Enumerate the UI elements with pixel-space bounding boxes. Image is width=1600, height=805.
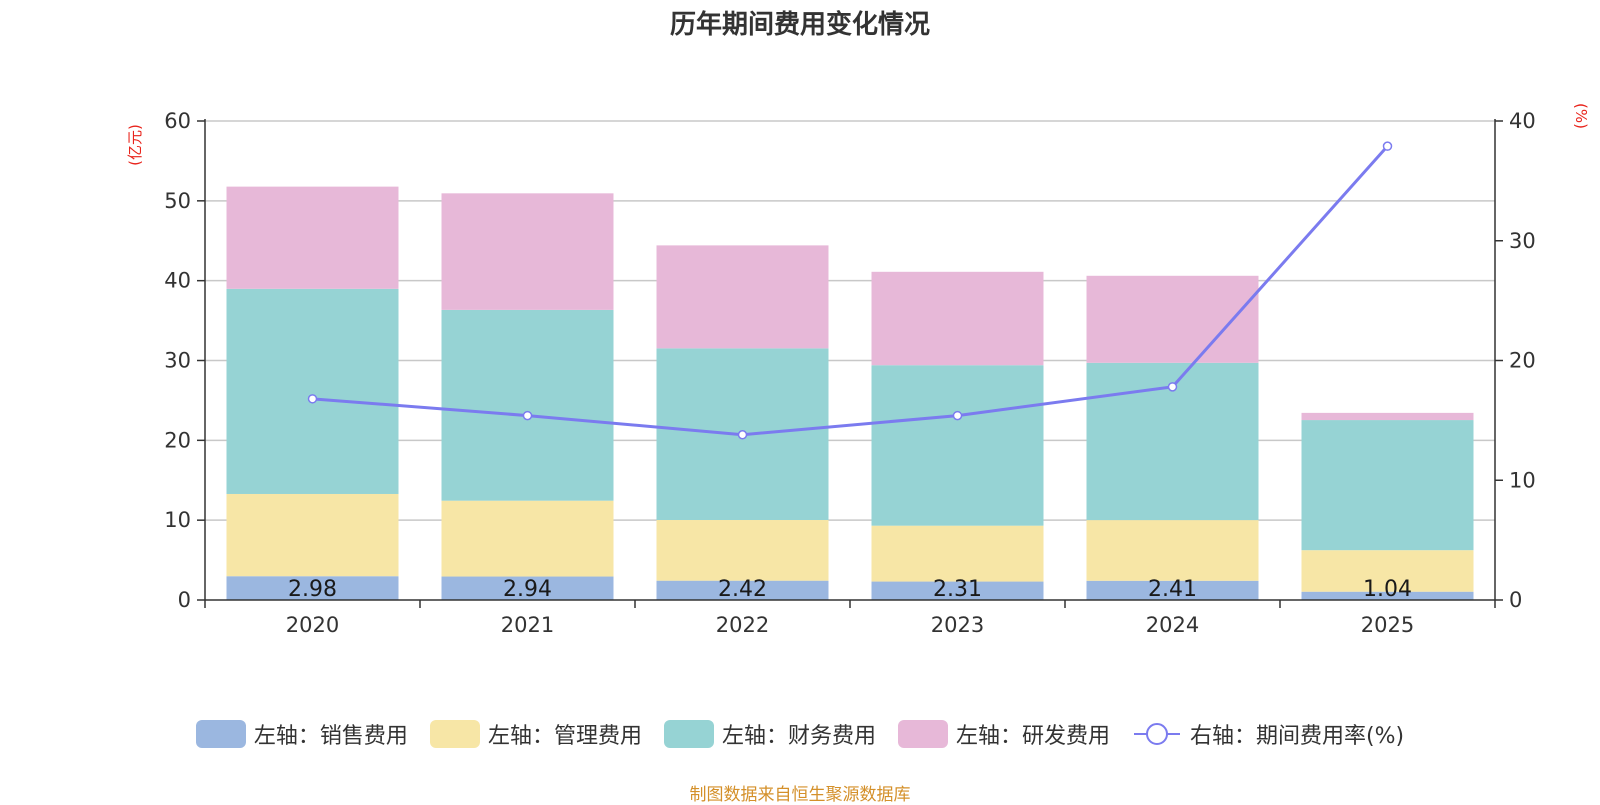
bar-2021-series-2 xyxy=(441,309,614,501)
bar-2023-series-0 xyxy=(871,581,1044,600)
bar-2023-series-1 xyxy=(871,525,1044,582)
left-axis-unit: (亿元) xyxy=(126,124,144,166)
bar-2022-series-3 xyxy=(656,245,829,349)
legend-item-admin[interactable]: 左轴：管理费用 xyxy=(429,718,642,750)
legend: 左轴：销售费用 左轴：管理费用 左轴：财务费用 左轴：研发费用 右轴：期间费用率… xyxy=(0,718,1600,750)
data-label-sales-2024: 2.41 xyxy=(1148,577,1197,602)
data-label-sales-2025: 1.04 xyxy=(1363,577,1412,602)
legend-label-rnd: 左轴：研发费用 xyxy=(955,724,1110,749)
right-axis-tick-label: 10 xyxy=(1509,468,1536,492)
bar-2021-series-0 xyxy=(441,576,614,600)
data-label-sales-2023: 2.31 xyxy=(933,577,982,602)
data-label-sales-2022: 2.42 xyxy=(718,577,767,602)
legend-swatch-sales xyxy=(195,720,246,748)
x-axis-tick-label: 2024 xyxy=(1146,613,1199,637)
data-label-sales-2020: 2.98 xyxy=(288,577,337,602)
bar-2024-series-0 xyxy=(1086,580,1259,600)
chart-title: 历年期间费用变化情况 xyxy=(669,10,930,40)
bar-2025-series-0 xyxy=(1301,591,1474,600)
right-axis-unit: (%) xyxy=(1572,103,1590,129)
bar-2025-series-3 xyxy=(1301,412,1474,421)
bar-2024-series-3 xyxy=(1086,275,1259,363)
bar-2020-series-0 xyxy=(226,576,399,600)
legend-swatch-rnd xyxy=(897,720,948,748)
left-axis-tick-label: 50 xyxy=(164,189,191,213)
legend-label-rate: 右轴：期间费用率(%) xyxy=(1189,724,1405,749)
rate-point-2020 xyxy=(307,394,318,404)
bar-2025-series-1 xyxy=(1301,550,1474,592)
left-axis-tick-label: 20 xyxy=(164,428,191,452)
left-axis-tick-label: 0 xyxy=(178,588,191,612)
bar-2022-series-1 xyxy=(656,520,829,581)
chart-canvas: 0 10 20 30 40 50 60 0 10 20 30 40 (亿元) (%) 2020 2021 202… xyxy=(126,103,1590,637)
x-axis-tick-label: 2020 xyxy=(286,613,339,637)
x-axis-tick-label: 2023 xyxy=(931,613,984,637)
rate-line xyxy=(312,145,1389,437)
rate-point-2021 xyxy=(522,410,533,421)
x-axis-tick-label: 2021 xyxy=(501,613,554,637)
legend-label-finance: 左轴：财务费用 xyxy=(721,724,876,749)
left-axis-tick-label: 10 xyxy=(164,508,191,532)
rate-point-2024 xyxy=(1167,382,1178,392)
x-axis-tick-label: 2022 xyxy=(716,613,769,637)
legend-label-admin: 左轴：管理费用 xyxy=(487,724,642,749)
bar-2022-series-0 xyxy=(656,580,829,600)
bar-2023-series-2 xyxy=(871,365,1044,526)
legend-item-finance[interactable]: 左轴：财务费用 xyxy=(663,718,876,750)
bar-2025-series-2 xyxy=(1301,420,1474,551)
legend-item-rate[interactable]: 右轴：期间费用率(%) xyxy=(1132,718,1404,750)
bar-2023-series-3 xyxy=(871,271,1044,366)
bar-2020-series-2 xyxy=(226,288,399,494)
bar-2020-series-3 xyxy=(226,186,399,289)
rate-point-2023 xyxy=(952,410,963,421)
legend-swatch-finance xyxy=(663,720,714,748)
data-label-sales-2021: 2.94 xyxy=(503,577,552,602)
right-axis-tick-label: 40 xyxy=(1509,109,1536,133)
bar-2020-series-1 xyxy=(226,493,399,577)
legend-line-marker-icon xyxy=(1133,723,1180,745)
x-axis-tick-label: 2025 xyxy=(1361,613,1414,637)
legend-item-sales[interactable]: 左轴：销售费用 xyxy=(195,718,408,750)
source-note: 制图数据来自恒生聚源数据库 xyxy=(689,785,911,805)
rate-point-2025 xyxy=(1382,141,1393,151)
left-axis-tick-label: 60 xyxy=(164,109,191,133)
left-axis-tick-label: 40 xyxy=(164,269,191,293)
right-axis-tick-label: 20 xyxy=(1509,349,1536,373)
legend-item-rnd[interactable]: 左轴：研发费用 xyxy=(897,718,1110,750)
legend-label-sales: 左轴：销售费用 xyxy=(253,724,408,749)
legend-swatch-admin xyxy=(429,720,480,748)
bar-2021-series-1 xyxy=(441,500,614,577)
left-axis-tick-label: 30 xyxy=(164,349,191,373)
right-axis-tick-label: 0 xyxy=(1509,588,1522,612)
bar-2021-series-3 xyxy=(441,193,614,310)
rate-point-2022 xyxy=(737,429,748,440)
right-axis-tick-label: 30 xyxy=(1509,229,1536,253)
bar-2024-series-1 xyxy=(1086,520,1259,581)
